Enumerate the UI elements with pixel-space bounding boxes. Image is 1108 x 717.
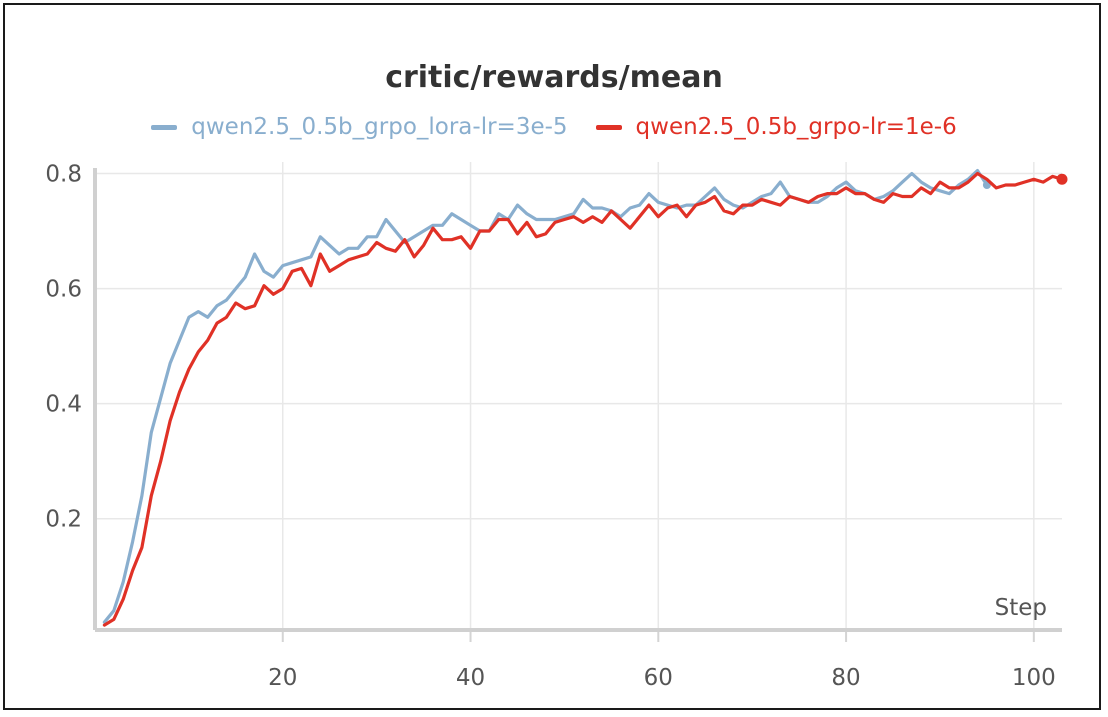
tick-labels: 0.2 0.4 0.6 0.8 20 40 60 80 100 Step xyxy=(45,162,1055,691)
y-tick-label-0.6: 0.6 xyxy=(45,277,82,303)
y-tick-label-0.8: 0.8 xyxy=(45,162,82,188)
series-line-1[interactable] xyxy=(104,171,987,623)
series-end-point-2[interactable] xyxy=(1057,174,1068,185)
y-tick-label-0.2: 0.2 xyxy=(45,507,82,533)
series-lines xyxy=(104,171,1067,625)
x-tick-label-60: 60 xyxy=(644,665,673,691)
grid-lines xyxy=(95,162,1062,628)
series-line-2[interactable] xyxy=(104,174,1062,626)
axes xyxy=(95,168,1062,642)
x-tick-label-20: 20 xyxy=(268,665,297,691)
x-tick-label-40: 40 xyxy=(456,665,485,691)
y-tick-label-0.4: 0.4 xyxy=(45,392,82,418)
x-axis-label: Step xyxy=(995,595,1047,621)
x-tick-label-100: 100 xyxy=(1012,665,1056,691)
x-tick-label-80: 80 xyxy=(831,665,860,691)
